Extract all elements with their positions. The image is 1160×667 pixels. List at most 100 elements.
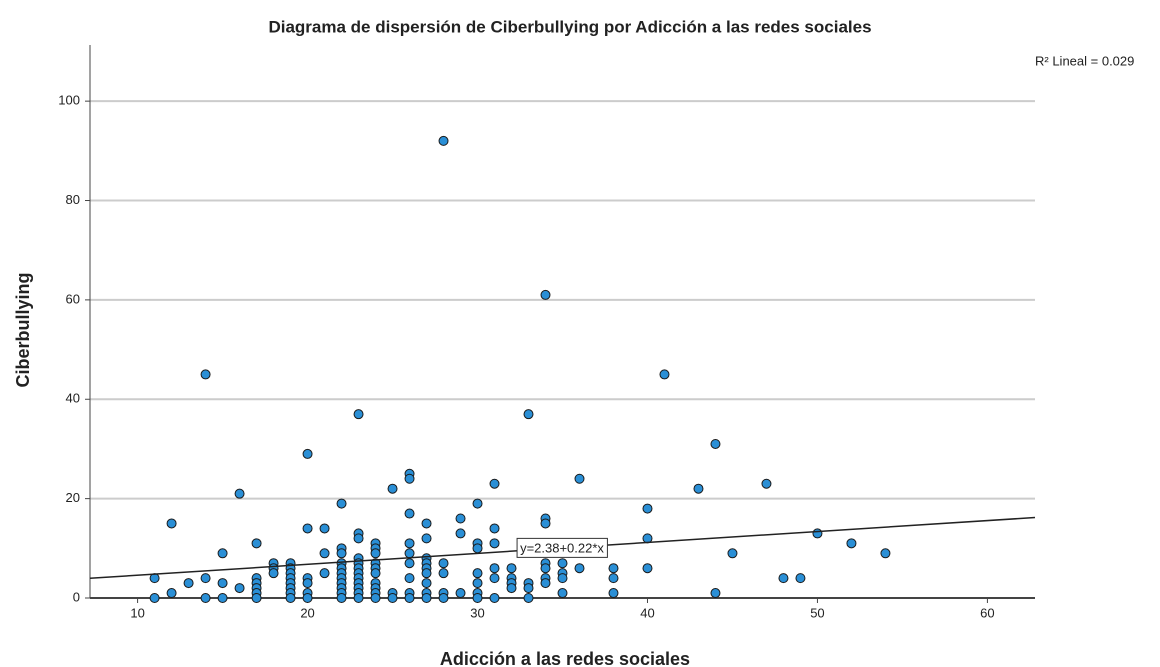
point bbox=[795, 573, 806, 584]
point bbox=[489, 563, 500, 574]
x-tick-label: 30 bbox=[470, 605, 484, 620]
point bbox=[438, 135, 449, 146]
point bbox=[404, 558, 415, 569]
point bbox=[506, 563, 517, 574]
chart-title: Diagrama de dispersión de Ciberbullying … bbox=[268, 17, 871, 36]
point bbox=[200, 573, 211, 584]
point bbox=[574, 563, 585, 574]
point bbox=[455, 528, 466, 539]
point bbox=[302, 448, 313, 459]
point bbox=[880, 548, 891, 559]
point bbox=[370, 568, 381, 579]
x-axis-label: Adicción a las redes sociales bbox=[440, 649, 690, 667]
point bbox=[404, 508, 415, 519]
fit-label-box bbox=[516, 537, 608, 558]
point bbox=[472, 543, 483, 554]
point bbox=[489, 523, 500, 534]
point bbox=[710, 588, 721, 599]
point bbox=[455, 588, 466, 599]
point bbox=[642, 503, 653, 514]
point bbox=[387, 483, 398, 494]
point bbox=[438, 558, 449, 569]
point bbox=[251, 538, 262, 549]
point bbox=[302, 523, 313, 534]
point bbox=[302, 578, 313, 589]
point bbox=[421, 533, 432, 544]
point bbox=[200, 369, 211, 380]
x-tick-label: 40 bbox=[640, 605, 654, 620]
point bbox=[523, 583, 534, 594]
y-tick-label: 0 bbox=[73, 589, 80, 604]
point bbox=[557, 558, 568, 569]
y-axis-label: Ciberbullying bbox=[13, 272, 33, 387]
point bbox=[404, 548, 415, 559]
y-tick-label: 60 bbox=[66, 291, 80, 306]
point bbox=[268, 568, 279, 579]
x-tick-label: 60 bbox=[980, 605, 994, 620]
point bbox=[319, 568, 330, 579]
point bbox=[659, 369, 670, 380]
point bbox=[523, 409, 534, 420]
point bbox=[183, 578, 194, 589]
point bbox=[812, 528, 823, 539]
point bbox=[540, 563, 551, 574]
point bbox=[710, 438, 721, 449]
y-tick-label: 20 bbox=[66, 490, 80, 505]
point bbox=[608, 563, 619, 574]
fit-label-text: y=2.38+0.22*x bbox=[520, 540, 604, 555]
point bbox=[387, 593, 398, 603]
fit-label: y=2.38+0.22*x bbox=[516, 537, 608, 558]
point bbox=[455, 513, 466, 524]
point bbox=[523, 593, 534, 603]
point bbox=[217, 578, 228, 589]
y-tick-label: 80 bbox=[66, 192, 80, 207]
point bbox=[472, 578, 483, 589]
point bbox=[761, 478, 772, 489]
point bbox=[727, 548, 738, 559]
point bbox=[285, 593, 296, 603]
point bbox=[421, 568, 432, 579]
point bbox=[302, 593, 313, 603]
point bbox=[166, 588, 177, 599]
point bbox=[540, 289, 551, 300]
point bbox=[234, 488, 245, 499]
x-tick-label: 50 bbox=[810, 605, 824, 620]
point bbox=[336, 548, 347, 559]
point bbox=[370, 548, 381, 559]
point bbox=[404, 473, 415, 484]
point bbox=[574, 473, 585, 484]
y-tick-label: 40 bbox=[66, 391, 80, 406]
point bbox=[370, 593, 381, 603]
point bbox=[472, 593, 483, 603]
point bbox=[438, 593, 449, 603]
point bbox=[404, 538, 415, 549]
point bbox=[353, 533, 364, 544]
point bbox=[421, 593, 432, 603]
point bbox=[166, 518, 177, 529]
point bbox=[608, 588, 619, 599]
r2-label: R² Lineal = 0.029 bbox=[1035, 53, 1134, 68]
point bbox=[353, 593, 364, 603]
point bbox=[540, 518, 551, 529]
point bbox=[404, 593, 415, 603]
point bbox=[778, 573, 789, 584]
y-tick-label: 100 bbox=[58, 93, 80, 108]
point bbox=[489, 593, 500, 603]
point bbox=[421, 518, 432, 529]
x-tick-label: 10 bbox=[130, 605, 144, 620]
point bbox=[506, 583, 517, 594]
point bbox=[149, 593, 160, 603]
point bbox=[608, 573, 619, 584]
point bbox=[234, 583, 245, 594]
point bbox=[353, 409, 364, 420]
point bbox=[489, 478, 500, 489]
point bbox=[489, 538, 500, 549]
point bbox=[336, 498, 347, 509]
point bbox=[438, 568, 449, 579]
x-tick-label: 20 bbox=[300, 605, 314, 620]
point bbox=[557, 573, 568, 584]
point bbox=[251, 593, 262, 603]
point bbox=[557, 588, 568, 599]
point bbox=[319, 548, 330, 559]
point bbox=[472, 568, 483, 579]
